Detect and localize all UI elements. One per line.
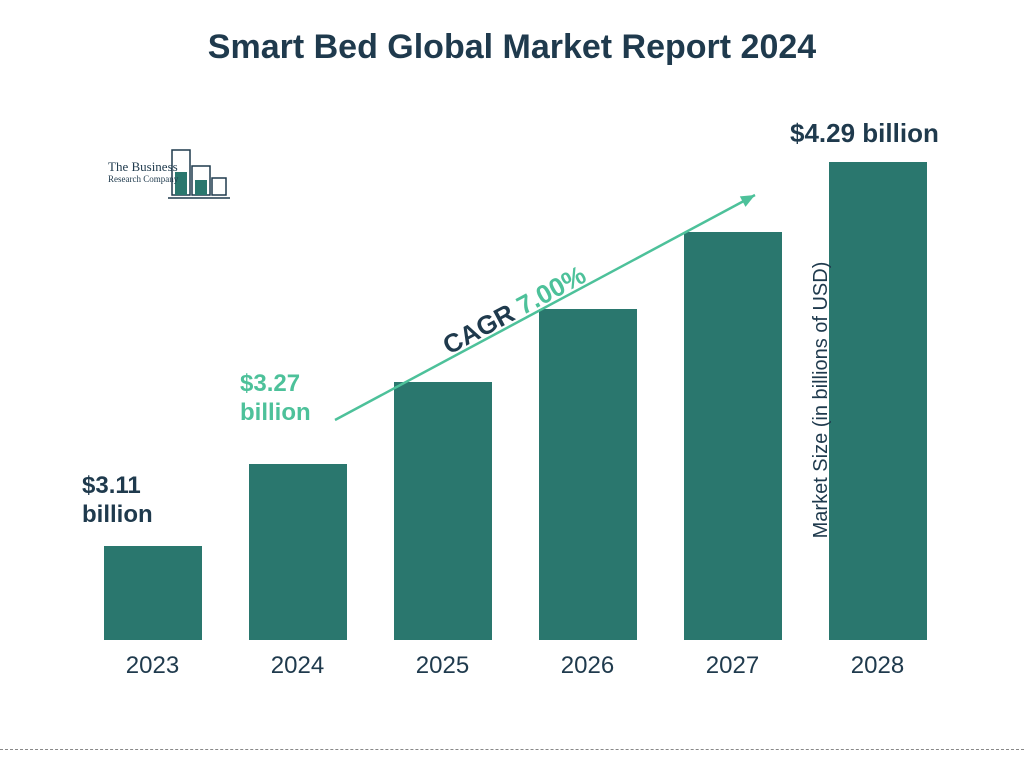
bar <box>684 232 782 640</box>
x-axis-tick-label: 2027 <box>660 652 805 680</box>
bar-wrap <box>515 120 660 640</box>
bar-wrap <box>660 120 805 640</box>
footer-dashed-line <box>0 749 1024 750</box>
x-axis-tick-label: 2023 <box>80 652 225 680</box>
y-axis-label: Market Size (in billions of USD) <box>810 262 833 539</box>
bar-wrap <box>370 120 515 640</box>
bar <box>829 162 927 640</box>
x-axis-tick-label: 2025 <box>370 652 515 680</box>
bar <box>104 546 202 640</box>
bar <box>394 382 492 640</box>
data-label: $3.27billion <box>240 370 311 428</box>
bar <box>249 464 347 640</box>
bar <box>539 309 637 640</box>
x-axis-tick-label: 2024 <box>225 652 370 680</box>
logo-text-line2: Research Company <box>108 175 178 185</box>
x-axis-tick-label: 2026 <box>515 652 660 680</box>
company-logo: The Business Research Company <box>110 138 260 213</box>
x-axis-tick-label: 2028 <box>805 652 950 680</box>
data-label: $3.11billion <box>82 472 153 530</box>
logo-text-line1: The Business <box>108 160 178 174</box>
x-axis-labels: 202320242025202620272028 <box>80 652 950 680</box>
page-title: Smart Bed Global Market Report 2024 <box>0 0 1024 67</box>
data-label: $4.29 billion <box>790 118 939 149</box>
